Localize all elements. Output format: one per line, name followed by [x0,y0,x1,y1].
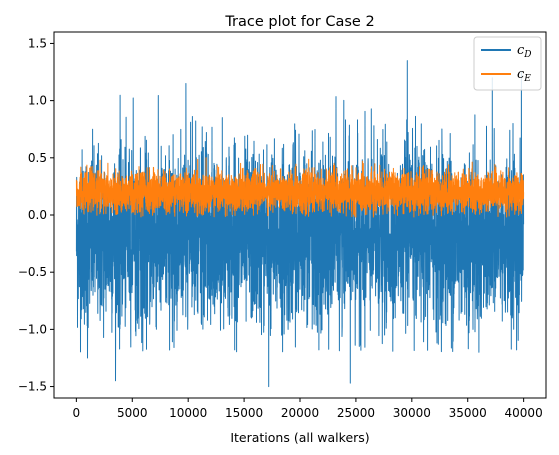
x-tick-label: 30000 [393,406,431,420]
legend-box [473,36,542,91]
y-tick-label: −1.5 [18,380,47,394]
legend-label-ce: cE [517,67,531,84]
legend: cD cE [473,36,542,91]
x-tick-label: 0 [73,406,81,420]
series-line-e [75,157,525,218]
x-tick-label: 10000 [169,406,207,420]
y-tick-label: −1.0 [18,322,47,336]
x-tick-label: 5000 [117,406,148,420]
series-line-d [75,60,525,388]
x-axis-label: Iterations (all walkers) [230,430,369,445]
x-tick-label: 25000 [337,406,375,420]
x-tick-label: 20000 [281,406,319,420]
y-tick-label: −0.5 [18,265,47,279]
y-tick-label: 1.0 [28,94,47,108]
x-tick-label: 40000 [505,406,543,420]
y-tick-label: 0.0 [28,208,47,222]
x-tick-label: 35000 [449,406,487,420]
chart-title: Trace plot for Case 2 [224,14,374,30]
y-tick-label: 0.5 [28,151,47,165]
legend-label-cd: cD [517,43,532,60]
x-tick-label: 15000 [225,406,263,420]
y-tick-label: 1.5 [28,36,47,50]
